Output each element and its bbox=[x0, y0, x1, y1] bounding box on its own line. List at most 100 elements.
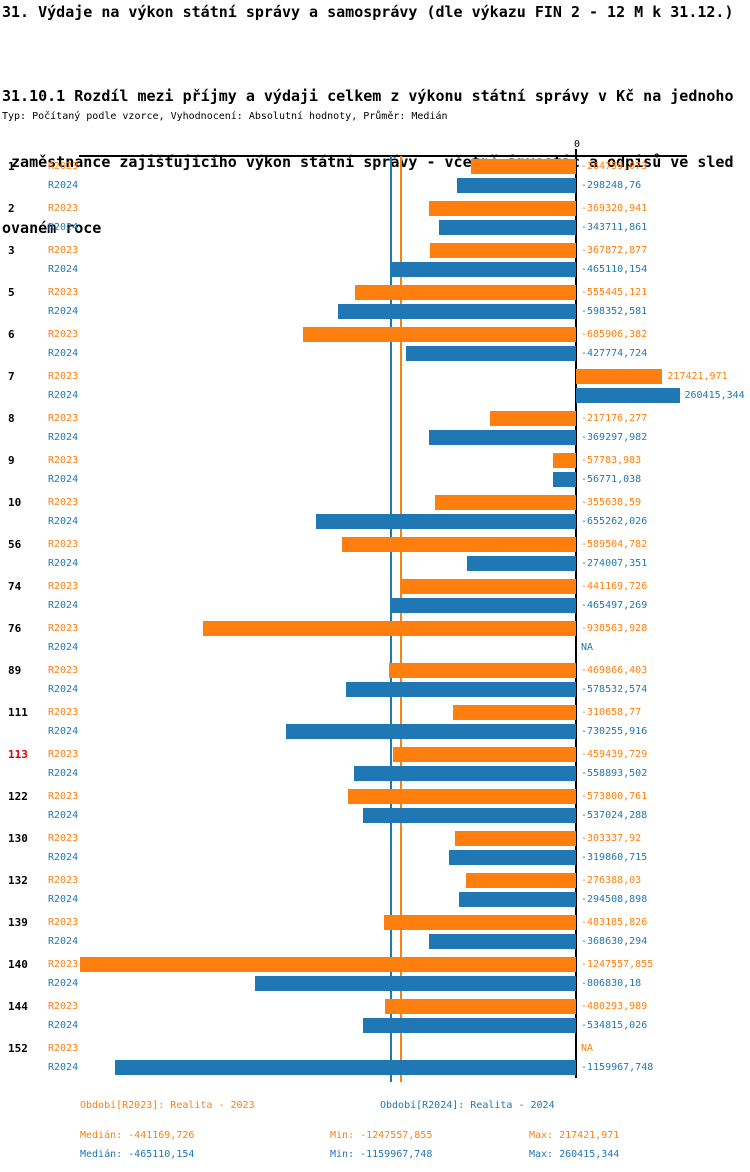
bar-r2024 bbox=[285, 724, 576, 739]
value-label-r2023: -459439,729 bbox=[581, 749, 648, 760]
bar-r2023 bbox=[576, 369, 663, 384]
bar-r2024 bbox=[458, 892, 576, 907]
value-label-r2024: -730255,916 bbox=[581, 726, 648, 737]
series-label-r2024: R2024 bbox=[48, 222, 79, 233]
series-label-r2024: R2024 bbox=[48, 180, 79, 191]
median-line-r2023 bbox=[399, 156, 402, 1082]
value-label-r2023: -276388,03 bbox=[581, 875, 642, 886]
series-label-r2023: R2023 bbox=[48, 917, 79, 928]
series-label-r2023: R2023 bbox=[48, 623, 79, 634]
value-label-r2024: -274007,351 bbox=[581, 558, 648, 569]
value-label-r2024: -655262,026 bbox=[581, 516, 648, 527]
bar-r2023 bbox=[400, 579, 576, 594]
legend-period-r2023: Období[R2023]: Realita - 2023 bbox=[80, 1100, 255, 1111]
series-label-r2023: R2023 bbox=[48, 245, 79, 256]
value-label-r2023: -441169,726 bbox=[581, 581, 648, 592]
bar-r2023 bbox=[355, 285, 576, 300]
legend-period-r2024: Období[R2024]: Realita - 2024 bbox=[380, 1100, 555, 1111]
series-label-r2024: R2024 bbox=[48, 642, 79, 653]
series-label-r2023: R2023 bbox=[48, 1001, 79, 1012]
value-label-r2023: -367872,877 bbox=[581, 245, 648, 256]
bar-r2023 bbox=[553, 453, 576, 468]
bar-r2024 bbox=[390, 598, 576, 613]
series-label-r2023: R2023 bbox=[48, 455, 79, 466]
median-line-r2024 bbox=[390, 156, 393, 1082]
legend-median-r2023: Medián: -441169,726 bbox=[80, 1130, 195, 1141]
series-label-r2023: R2023 bbox=[48, 707, 79, 718]
category-label: 6 bbox=[8, 328, 15, 341]
series-label-r2024: R2024 bbox=[48, 432, 79, 443]
value-label-r2024: -534815,026 bbox=[581, 1020, 648, 1031]
series-label-r2023: R2023 bbox=[48, 1043, 79, 1054]
value-label-r2023: -480293,989 bbox=[581, 1001, 648, 1012]
value-label-r2024: -598352,581 bbox=[581, 306, 648, 317]
bar-r2024 bbox=[576, 388, 680, 403]
axis-zero-line bbox=[575, 149, 577, 1078]
legend-median-r2024: Medián: -465110,154 bbox=[80, 1149, 195, 1160]
value-label-r2024: -56771,038 bbox=[581, 474, 642, 485]
value-label-r2024: -1159967,748 bbox=[581, 1062, 654, 1073]
value-label-r2023: -355638,59 bbox=[581, 497, 642, 508]
bar-r2023 bbox=[429, 201, 576, 216]
series-label-r2023: R2023 bbox=[48, 497, 79, 508]
value-label-r2023: -310658,77 bbox=[581, 707, 642, 718]
bar-r2024 bbox=[315, 514, 576, 529]
series-label-r2024: R2024 bbox=[48, 264, 79, 275]
series-label-r2024: R2024 bbox=[48, 810, 79, 821]
bar-r2023 bbox=[466, 873, 576, 888]
bar-r2023 bbox=[202, 621, 576, 636]
series-label-r2023: R2023 bbox=[48, 329, 79, 340]
series-label-r2023: R2023 bbox=[48, 581, 79, 592]
bar-r2023 bbox=[455, 831, 576, 846]
category-label: 130 bbox=[8, 832, 28, 845]
series-label-r2024: R2024 bbox=[48, 306, 79, 317]
category-label: 139 bbox=[8, 916, 28, 929]
series-label-r2024: R2024 bbox=[48, 516, 79, 527]
value-label-r2024: -369297,982 bbox=[581, 432, 648, 443]
series-label-r2023: R2023 bbox=[48, 959, 79, 970]
series-label-r2023: R2023 bbox=[48, 287, 79, 298]
value-label-r2024: -558893,502 bbox=[581, 768, 648, 779]
bar-r2024 bbox=[457, 178, 576, 193]
axis-zero-label: 0 bbox=[573, 139, 581, 150]
value-label-r2024: -537024,288 bbox=[581, 810, 648, 821]
value-label-r2024: 260415,344 bbox=[684, 390, 745, 401]
value-label-r2024: -298248,76 bbox=[581, 180, 642, 191]
bar-r2024 bbox=[255, 976, 576, 991]
bar-r2024 bbox=[405, 346, 576, 361]
bar-r2023 bbox=[347, 789, 576, 804]
bar-r2023 bbox=[470, 159, 576, 174]
category-label: 1 bbox=[8, 160, 15, 173]
series-label-r2023: R2023 bbox=[48, 791, 79, 802]
bar-r2023 bbox=[389, 663, 576, 678]
bar-r2024 bbox=[553, 472, 576, 487]
category-label: 144 bbox=[8, 1000, 28, 1013]
value-label-r2024: -294508,898 bbox=[581, 894, 648, 905]
value-label-r2023: -555445,121 bbox=[581, 287, 648, 298]
bar-r2023 bbox=[385, 999, 576, 1014]
value-label-r2024: -368630,294 bbox=[581, 936, 648, 947]
value-label-r2024: -427774,724 bbox=[581, 348, 648, 359]
value-label-r2023: -369320,941 bbox=[581, 203, 648, 214]
value-label-r2024: -343711,861 bbox=[581, 222, 648, 233]
bar-r2024 bbox=[391, 262, 576, 277]
bar-r2023 bbox=[303, 327, 576, 342]
legend-max-r2023: Max: 217421,971 bbox=[529, 1130, 620, 1141]
series-label-r2024: R2024 bbox=[48, 1062, 79, 1073]
category-label: 3 bbox=[8, 244, 15, 257]
value-label-r2024: -465497,269 bbox=[581, 600, 648, 611]
category-label: 140 bbox=[8, 958, 28, 971]
value-label-r2023: -685906,382 bbox=[581, 329, 648, 340]
bar-r2023 bbox=[341, 537, 576, 552]
series-label-r2024: R2024 bbox=[48, 390, 79, 401]
value-label-r2023: 217421,971 bbox=[667, 371, 728, 382]
series-label-r2024: R2024 bbox=[48, 558, 79, 569]
series-label-r2024: R2024 bbox=[48, 978, 79, 989]
bar-r2024 bbox=[467, 556, 576, 571]
series-label-r2023: R2023 bbox=[48, 833, 79, 844]
series-label-r2023: R2023 bbox=[48, 665, 79, 676]
series-label-r2023: R2023 bbox=[48, 413, 79, 424]
bar-r2023 bbox=[434, 495, 576, 510]
series-label-r2024: R2024 bbox=[48, 726, 79, 737]
category-label: 132 bbox=[8, 874, 28, 887]
